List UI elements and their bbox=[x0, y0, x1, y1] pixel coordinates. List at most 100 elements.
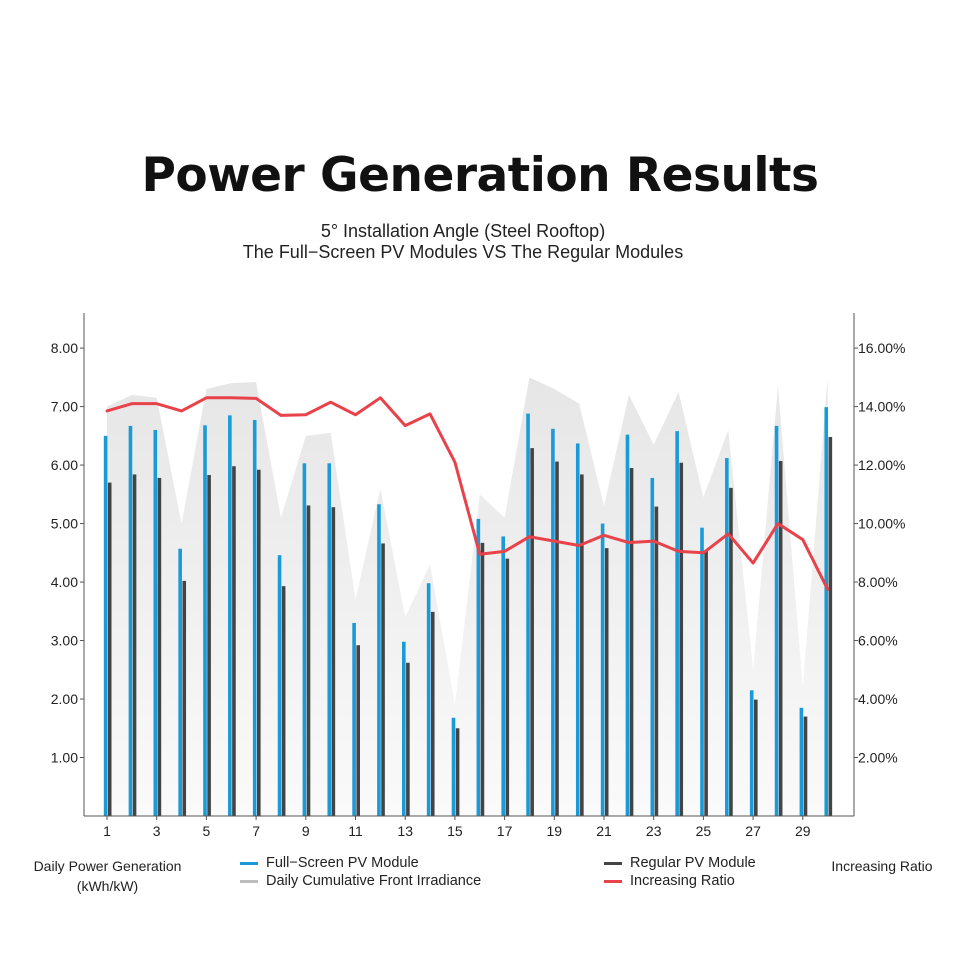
full-screen-bar-day-4 bbox=[178, 548, 182, 816]
regular-bar-day-1 bbox=[107, 482, 112, 816]
irradiance-area bbox=[107, 377, 828, 816]
right-tick-label: 8.00% bbox=[858, 574, 898, 590]
full-screen-bar-day-19 bbox=[551, 428, 555, 816]
regular-bar-day-26 bbox=[729, 487, 733, 816]
regular-bar-day-14 bbox=[430, 611, 435, 816]
full-screen-bar-day-3 bbox=[153, 429, 158, 816]
regular-bar-day-27 bbox=[754, 699, 758, 816]
left-tick-label: 2.00 bbox=[51, 691, 78, 707]
x-tick-label: 9 bbox=[302, 823, 310, 839]
full-screen-bar-day-30 bbox=[824, 407, 829, 816]
chart-title: Power Generation Results bbox=[141, 148, 819, 203]
chart-subtitle-line1: 5° Installation Angle (Steel Rooftop) bbox=[320, 221, 606, 241]
regular-bar-day-6 bbox=[232, 466, 236, 816]
regular-bar-day-30 bbox=[828, 436, 833, 816]
legend-item-ratio: Increasing Ratio bbox=[604, 872, 735, 890]
legend-swatch-ratio bbox=[604, 879, 622, 883]
right-tick-label: 12.00% bbox=[858, 457, 905, 473]
x-tick-label: 13 bbox=[397, 823, 413, 839]
x-tick-label: 25 bbox=[696, 823, 712, 839]
x-tick-label: 19 bbox=[547, 823, 563, 839]
regular-bar-day-12 bbox=[381, 543, 385, 816]
right-tick-label: 10.00% bbox=[858, 516, 905, 532]
full-screen-bar-day-18 bbox=[526, 413, 530, 816]
regular-bar-day-3 bbox=[157, 477, 162, 816]
right-tick-label: 2.00% bbox=[858, 750, 898, 766]
regular-bar-day-28 bbox=[778, 460, 783, 816]
full-screen-bar-day-14 bbox=[426, 583, 431, 816]
left-tick-label: 8.00 bbox=[51, 340, 78, 356]
full-screen-bar-day-21 bbox=[600, 523, 605, 816]
right-axis-label: Increasing Ratio bbox=[831, 858, 933, 874]
chart-subtitle-line2: The Full−Screen PV Modules VS The Regula… bbox=[242, 242, 684, 262]
full-screen-bar-day-12 bbox=[377, 504, 381, 816]
x-tick-label: 1 bbox=[103, 823, 111, 839]
regular-bar-day-4 bbox=[182, 580, 187, 816]
x-tick-label: 17 bbox=[497, 823, 513, 839]
regular-bar-day-7 bbox=[257, 469, 261, 816]
x-tick-label: 29 bbox=[795, 823, 811, 839]
legend-swatch-irradiance bbox=[240, 879, 258, 883]
regular-bar-day-20 bbox=[580, 474, 584, 816]
legend-label-regular: Regular PV Module bbox=[630, 855, 756, 871]
full-screen-bar-day-26 bbox=[725, 458, 729, 816]
legend-swatch-regular bbox=[604, 861, 622, 865]
full-screen-bar-day-28 bbox=[774, 425, 779, 816]
regular-bar-day-15 bbox=[455, 728, 460, 816]
full-screen-bar-day-5 bbox=[203, 425, 207, 816]
regular-bar-day-5 bbox=[207, 475, 211, 816]
full-screen-bar-day-11 bbox=[352, 622, 356, 816]
x-tick-label: 7 bbox=[252, 823, 260, 839]
x-tick-label: 11 bbox=[348, 823, 363, 839]
left-tick-label: 5.00 bbox=[51, 516, 78, 532]
full-screen-bar-day-8 bbox=[277, 555, 282, 816]
x-tick-label: 15 bbox=[447, 823, 463, 839]
x-tick-label: 3 bbox=[153, 823, 161, 839]
full-screen-bar-day-22 bbox=[625, 434, 630, 816]
full-screen-bar-day-13 bbox=[402, 641, 406, 816]
left-axis-label: Daily Power Generation (kWh/kW) bbox=[33, 858, 182, 894]
regular-bar-day-10 bbox=[331, 507, 336, 816]
regular-bar-day-8 bbox=[281, 586, 286, 816]
left-tick-label: 6.00 bbox=[51, 457, 78, 473]
regular-bar-day-9 bbox=[306, 505, 311, 816]
full-screen-bar-day-23 bbox=[650, 477, 655, 816]
left-tick-label: 3.00 bbox=[51, 633, 78, 649]
regular-bar-day-23 bbox=[654, 506, 659, 816]
x-tick-label: 23 bbox=[646, 823, 662, 839]
regular-bar-day-29 bbox=[803, 716, 808, 816]
full-screen-bar-day-10 bbox=[327, 463, 332, 816]
full-screen-bar-day-7 bbox=[252, 420, 257, 816]
full-screen-bar-day-29 bbox=[799, 707, 804, 816]
regular-bar-day-17 bbox=[505, 558, 510, 816]
x-tick-label: 5 bbox=[203, 823, 211, 839]
full-screen-bar-day-15 bbox=[451, 717, 456, 816]
legend-label-irradiance: Daily Cumulative Front Irradiance bbox=[266, 873, 482, 889]
x-tick-label: 21 bbox=[596, 823, 612, 839]
x-tick-label: 27 bbox=[745, 823, 761, 839]
full-screen-bar-day-24 bbox=[675, 431, 679, 816]
increasing-ratio-line bbox=[105, 396, 830, 591]
left-tick-label: 1.00 bbox=[51, 750, 78, 766]
legend-item-regular: Regular PV Module bbox=[604, 854, 756, 872]
regular-bar-day-24 bbox=[679, 462, 684, 816]
full-screen-bar-day-6 bbox=[228, 415, 232, 816]
full-screen-bar-day-27 bbox=[749, 690, 754, 816]
full-screen-bar-day-17 bbox=[501, 536, 505, 816]
right-tick-label: 14.00% bbox=[858, 399, 905, 415]
full-screen-bar-day-2 bbox=[128, 425, 133, 816]
legend-item-full-screen: Full−Screen PV Module bbox=[240, 854, 419, 872]
left-tick-label: 7.00 bbox=[51, 399, 78, 415]
legend-label-full-screen: Full−Screen PV Module bbox=[266, 855, 419, 871]
full-screen-bar-day-9 bbox=[302, 463, 307, 816]
regular-bar-day-16 bbox=[480, 542, 485, 816]
regular-bar-day-22 bbox=[629, 467, 634, 816]
legend-label-ratio: Increasing Ratio bbox=[630, 873, 735, 889]
regular-bar-day-11 bbox=[356, 645, 360, 816]
regular-bar-day-13 bbox=[406, 662, 410, 816]
right-tick-label: 4.00% bbox=[858, 691, 898, 707]
full-screen-bar-day-1 bbox=[103, 435, 108, 816]
right-tick-label: 16.00% bbox=[858, 340, 905, 356]
legend-swatch-full-screen bbox=[240, 861, 258, 865]
